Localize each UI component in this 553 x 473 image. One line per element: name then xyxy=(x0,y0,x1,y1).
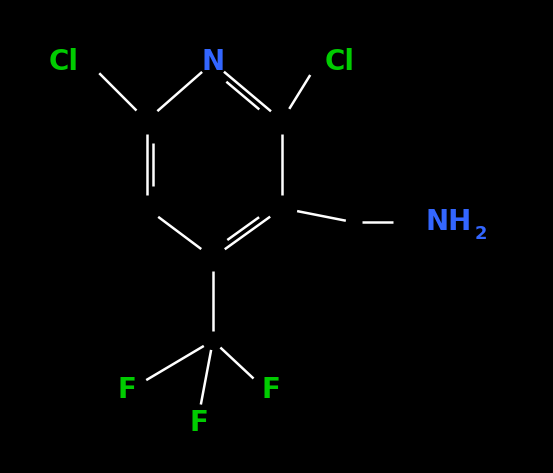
Text: NH: NH xyxy=(426,208,472,236)
Text: F: F xyxy=(118,376,137,404)
Text: Cl: Cl xyxy=(325,48,355,77)
Text: F: F xyxy=(262,376,280,404)
Text: F: F xyxy=(190,409,208,438)
Text: N: N xyxy=(201,48,225,77)
Text: Cl: Cl xyxy=(49,48,79,77)
Text: 2: 2 xyxy=(474,225,487,243)
